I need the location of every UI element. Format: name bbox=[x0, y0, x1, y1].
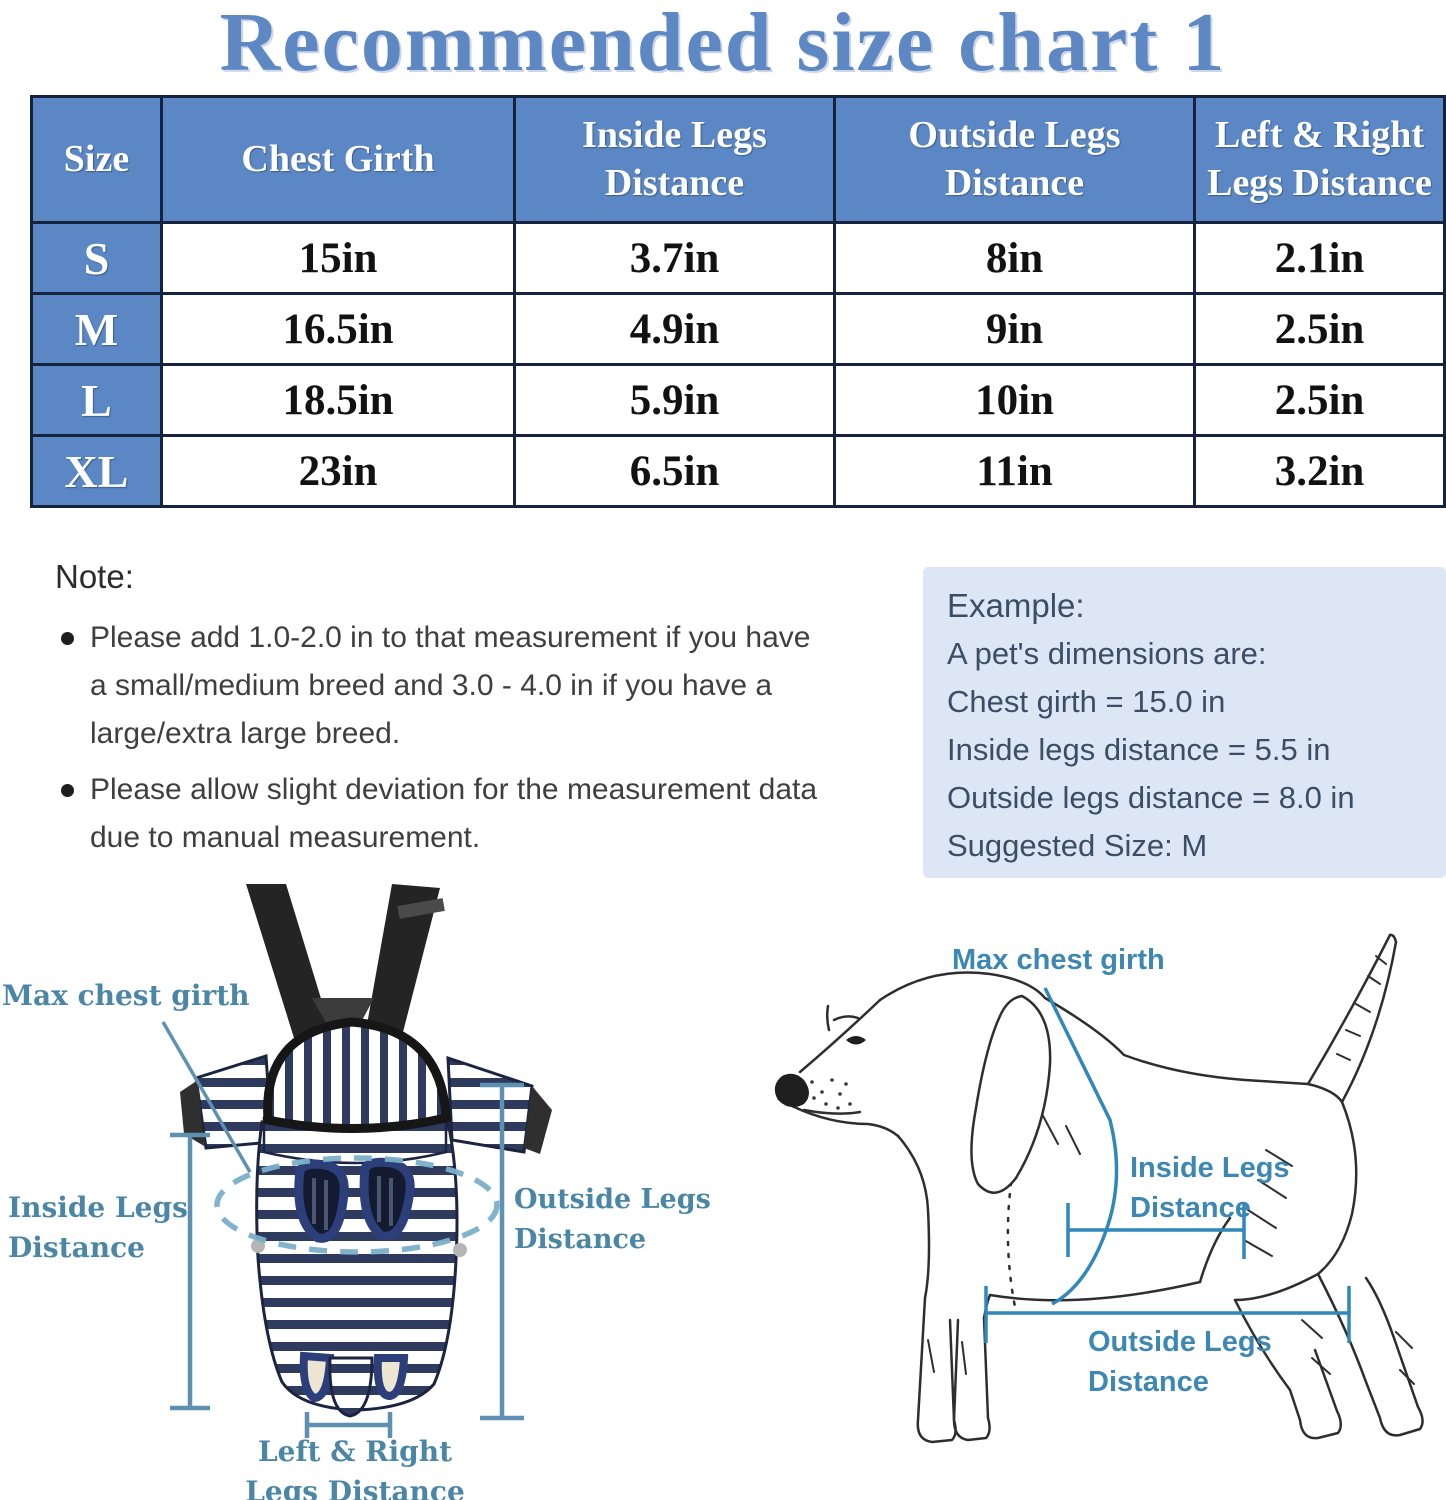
note-heading: Note: bbox=[55, 558, 134, 595]
value-cell: 11in bbox=[833, 434, 1196, 508]
table-row-s: S 15in 3.7in 8in 2.1in bbox=[30, 221, 1446, 295]
dog-inside-legs-label: Inside Legs Distance bbox=[1130, 1152, 1290, 1224]
example-line: A pet's dimensions are: bbox=[947, 636, 1267, 671]
header-cell-size: Size bbox=[30, 95, 163, 224]
carrier-top-flap bbox=[263, 1017, 451, 1133]
dog-eye bbox=[846, 1036, 866, 1045]
bullet-dot-icon bbox=[61, 784, 74, 797]
page-title: Recommended size chart 1 bbox=[219, 0, 1227, 89]
dog-diagram: Max chest girth Inside Legs Distance Out… bbox=[700, 880, 1446, 1500]
value-cell: 5.9in bbox=[513, 363, 836, 437]
header-cell-left-right-legs: Left & Right Legs Distance bbox=[1193, 95, 1446, 224]
example-heading: Example: bbox=[947, 587, 1085, 624]
carrier-right-mesh bbox=[524, 1086, 552, 1154]
carrier-zipper-pulls bbox=[251, 1239, 467, 1257]
value-cell: 4.9in bbox=[513, 292, 836, 366]
carrier-left-right-legs-label: Left & Right Legs Distance bbox=[245, 1435, 465, 1500]
table-row-m: M 16.5in 4.9in 9in 2.5in bbox=[30, 292, 1446, 366]
carrier-inside-legs-label: Inside Legs Distance bbox=[8, 1191, 188, 1264]
table-row-l: L 18.5in 5.9in 10in 2.5in bbox=[30, 363, 1446, 437]
carrier-outside-legs-label: Outside Legs Distance bbox=[514, 1184, 711, 1255]
dog-illustration bbox=[774, 933, 1424, 1444]
carrier-front-leg-holes bbox=[294, 1157, 415, 1243]
carrier-bottom-leg-holes bbox=[299, 1351, 409, 1418]
value-cell: 3.7in bbox=[513, 221, 836, 295]
header-cell-inside-legs: Inside Legs Distance bbox=[513, 95, 836, 224]
carrier-diagram: Max chest girth Inside Legs Distance Out… bbox=[0, 880, 711, 1500]
header-cell-chest-girth: Chest Girth bbox=[160, 95, 516, 224]
carrier-right-wing bbox=[446, 1055, 534, 1154]
value-cell: 2.5in bbox=[1193, 363, 1446, 437]
size-table: Size Chest Girth Inside Legs Distance Ou… bbox=[30, 95, 1446, 508]
example-line: Chest girth = 15.0 in bbox=[947, 684, 1226, 719]
bullet-dot-icon bbox=[61, 632, 74, 645]
example-line: Suggested Size: M bbox=[947, 828, 1208, 863]
value-cell: 16.5in bbox=[160, 292, 516, 366]
note-section: Note: Please add 1.0-2.0 in to that meas… bbox=[55, 558, 865, 870]
dog-outside-legs-label: Outside Legs Distance bbox=[1088, 1326, 1272, 1398]
example-box: Example: A pet's dimensions are: Chest g… bbox=[923, 567, 1446, 878]
size-cell: M bbox=[30, 292, 163, 366]
carrier-chest-girth-ellipse bbox=[214, 1155, 500, 1255]
value-cell: 9in bbox=[833, 292, 1196, 366]
dog-muzzle-dots bbox=[810, 1078, 852, 1110]
dog-nose bbox=[774, 1073, 809, 1108]
value-cell: 2.5in bbox=[1193, 292, 1446, 366]
note-bullet-text: Please allow slight deviation for the me… bbox=[90, 773, 818, 854]
value-cell: 2.1in bbox=[1193, 221, 1446, 295]
carrier-max-chest-girth-label: Max chest girth bbox=[2, 979, 250, 1012]
value-cell: 3.2in bbox=[1193, 434, 1446, 508]
carrier-measure-lines bbox=[161, 1021, 524, 1438]
value-cell: 15in bbox=[160, 221, 516, 295]
value-cell: 8in bbox=[833, 221, 1196, 295]
example-line: Inside legs distance = 5.5 in bbox=[947, 732, 1331, 767]
value-cell: 23in bbox=[160, 434, 516, 508]
dog-max-chest-girth-label: Max chest girth bbox=[952, 944, 1165, 976]
carrier-illustration bbox=[161, 884, 552, 1438]
carrier-left-mesh bbox=[180, 1080, 204, 1146]
note-bullet-2: Please allow slight deviation for the me… bbox=[55, 766, 865, 862]
header-cell-outside-legs: Outside Legs Distance bbox=[833, 95, 1196, 224]
size-cell: S bbox=[30, 221, 163, 295]
dog-ear bbox=[970, 994, 1052, 1194]
note-bullet-text: Please add 1.0-2.0 in to that measuremen… bbox=[90, 621, 811, 750]
note-bullet-1: Please add 1.0-2.0 in to that measuremen… bbox=[55, 614, 865, 758]
table-row-xl: XL 23in 6.5in 11in 3.2in bbox=[30, 434, 1446, 508]
dog-measure-lines bbox=[984, 987, 1351, 1343]
value-cell: 18.5in bbox=[160, 363, 516, 437]
value-cell: 6.5in bbox=[513, 434, 836, 508]
table-header-row: Size Chest Girth Inside Legs Distance Ou… bbox=[30, 95, 1446, 224]
size-cell: L bbox=[30, 363, 163, 437]
value-cell: 10in bbox=[833, 363, 1196, 437]
example-line: Outside legs distance = 8.0 in bbox=[947, 780, 1355, 815]
size-cell: XL bbox=[30, 434, 163, 508]
